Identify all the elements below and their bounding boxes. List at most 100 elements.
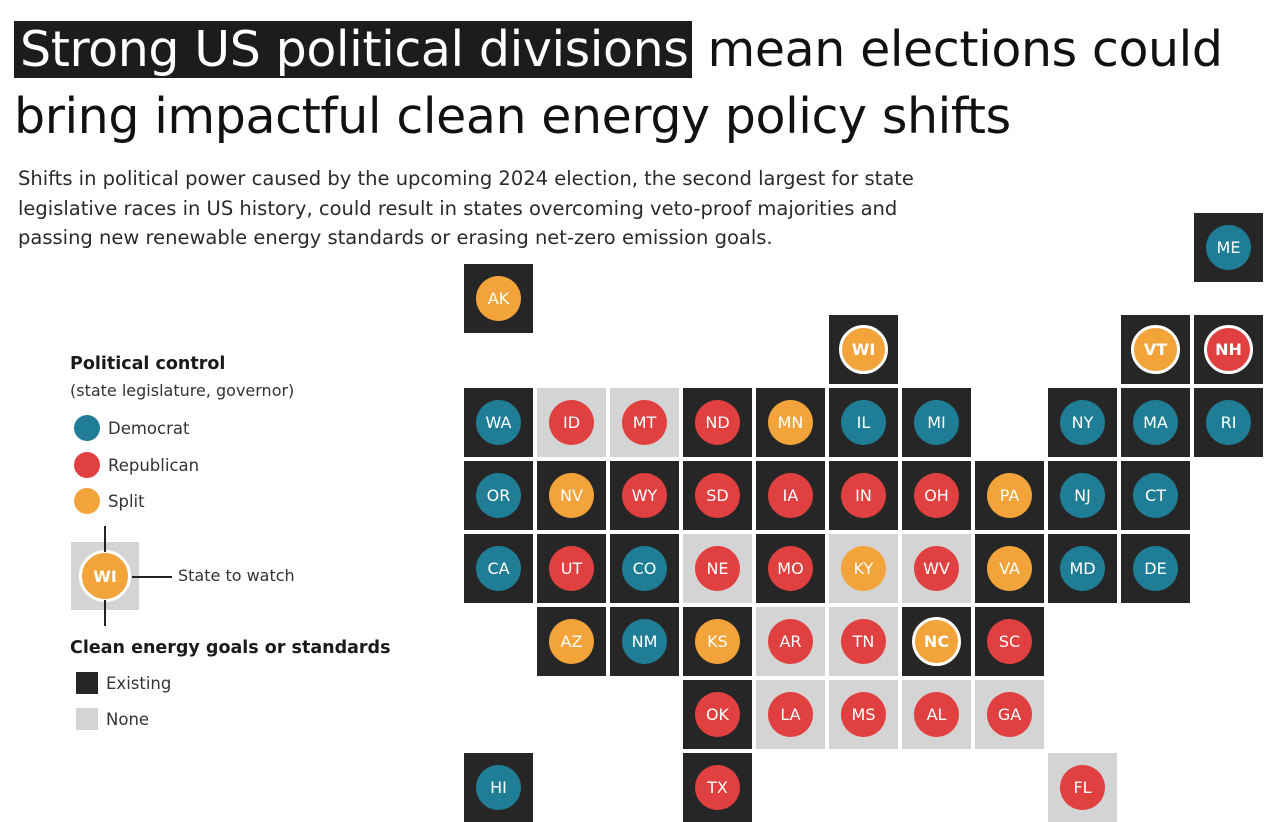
legend-political-heading: Political control [70, 354, 226, 374]
state-tile-ri: RI [1194, 388, 1263, 457]
state-circle: NV [549, 473, 594, 518]
state-circle: KS [695, 619, 740, 664]
state-tile-fl: FL [1048, 753, 1117, 822]
legend-item-democrat: Democrat [74, 415, 189, 441]
state-circle-watch: NC [912, 617, 961, 666]
legend-item-split: Split [74, 488, 145, 514]
title-highlight: Strong US political divisions [14, 21, 693, 78]
state-circle: IA [768, 473, 813, 518]
state-tile-mt: MT [610, 388, 679, 457]
chart-subtitle: Shifts in political power caused by the … [18, 167, 914, 249]
state-tile-oh: OH [902, 461, 971, 530]
state-tile-ut: UT [537, 534, 606, 603]
state-tile-sd: SD [683, 461, 752, 530]
state-circle: WA [476, 400, 521, 445]
legend-item-existing: Existing [74, 670, 171, 696]
state-tile-ok: OK [683, 680, 752, 749]
state-circle: IL [841, 400, 886, 445]
state-circle: NM [622, 619, 667, 664]
state-circle: CO [622, 546, 667, 591]
state-tile-in: IN [829, 461, 898, 530]
state-circle: LA [768, 692, 813, 737]
state-circle: CT [1133, 473, 1178, 518]
state-circle: DE [1133, 546, 1178, 591]
split-swatch [74, 488, 100, 514]
state-circle: SD [695, 473, 740, 518]
state-circle: ID [549, 400, 594, 445]
state-circle: SC [987, 619, 1032, 664]
state-circle: AR [768, 619, 813, 664]
state-circle: NJ [1060, 473, 1105, 518]
state-tile-ne: NE [683, 534, 752, 603]
republican-swatch [74, 452, 100, 478]
state-tile-or: OR [464, 461, 533, 530]
state-tile-nd: ND [683, 388, 752, 457]
state-tile-ms: MS [829, 680, 898, 749]
state-circle: TN [841, 619, 886, 664]
state-tile-hi: HI [464, 753, 533, 822]
legend-item-republican: Republican [74, 452, 199, 478]
state-circle: RI [1206, 400, 1251, 445]
legend-label: Republican [108, 455, 200, 475]
state-tile-wa: WA [464, 388, 533, 457]
state-circle: AL [914, 692, 959, 737]
state-tile-wv: WV [902, 534, 971, 603]
state-circle: MT [622, 400, 667, 445]
state-tile-ga: GA [975, 680, 1044, 749]
state-circle: CA [476, 546, 521, 591]
state-tile-tx: TX [683, 753, 752, 822]
state-tile-ia: IA [756, 461, 825, 530]
watch-leader-top [104, 526, 106, 552]
state-circle-watch: NH [1204, 325, 1253, 374]
state-tile-ar: AR [756, 607, 825, 676]
legend-political-subheading: (state legislature, governor) [70, 381, 295, 400]
state-tile-vt: VT [1121, 315, 1190, 384]
state-circle: HI [476, 765, 521, 810]
legend-label: Existing [106, 673, 172, 693]
state-tile-va: VA [975, 534, 1044, 603]
title-rest: mean elections could bring impactful cle… [14, 21, 1223, 145]
state-circle: MA [1133, 400, 1178, 445]
state-tile-la: LA [756, 680, 825, 749]
state-circle: MI [914, 400, 959, 445]
state-circle: MS [841, 692, 886, 737]
state-circle: MN [768, 400, 813, 445]
state-circle: AZ [549, 619, 594, 664]
state-circle: KY [841, 546, 886, 591]
state-circle: PA [987, 473, 1032, 518]
state-tile-mn: MN [756, 388, 825, 457]
legend-label: Split [108, 491, 145, 511]
state-tile-mi: MI [902, 388, 971, 457]
state-circle: OR [476, 473, 521, 518]
state-circle-watch: WI [839, 325, 888, 374]
chart-title: Strong US political divisions mean elect… [14, 16, 1276, 150]
state-circle-watch: VT [1131, 325, 1180, 374]
state-tile-nj: NJ [1048, 461, 1117, 530]
state-tile-id: ID [537, 388, 606, 457]
state-circle: VA [987, 546, 1032, 591]
legend-item-none: None [74, 706, 149, 732]
democrat-swatch [74, 415, 100, 441]
state-circle: IN [841, 473, 886, 518]
state-circle: WV [914, 546, 959, 591]
state-circle: FL [1060, 765, 1105, 810]
legend-label: None [106, 709, 150, 729]
state-tile-az: AZ [537, 607, 606, 676]
state-circle: OH [914, 473, 959, 518]
state-tile-ks: KS [683, 607, 752, 676]
state-tile-il: IL [829, 388, 898, 457]
state-tile-ny: NY [1048, 388, 1117, 457]
legend-energy-heading: Clean energy goals or standards [70, 638, 391, 658]
state-circle: MO [768, 546, 813, 591]
state-tile-ma: MA [1121, 388, 1190, 457]
state-circle: WY [622, 473, 667, 518]
state-tile-nm: NM [610, 607, 679, 676]
state-tile-ct: CT [1121, 461, 1190, 530]
legend-label: Democrat [108, 418, 190, 438]
state-circle: TX [695, 765, 740, 810]
state-circle: ND [695, 400, 740, 445]
state-tile-wy: WY [610, 461, 679, 530]
watch-label: State to watch [178, 566, 295, 585]
state-circle: NY [1060, 400, 1105, 445]
